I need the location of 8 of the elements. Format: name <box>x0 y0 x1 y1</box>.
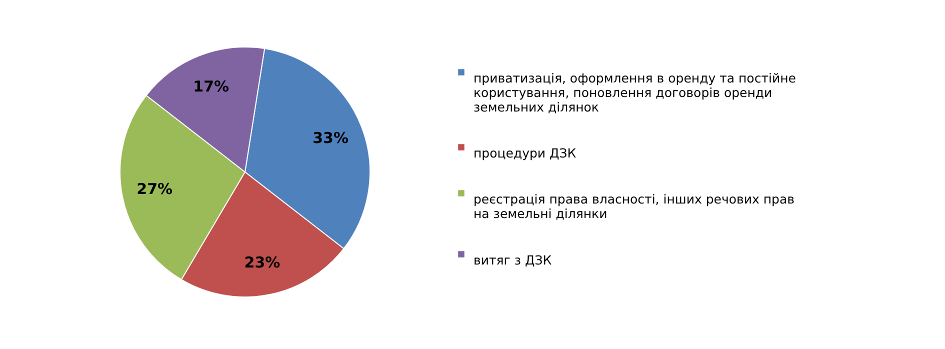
legend-label: витяг з ДЗК <box>474 252 552 268</box>
data-label: 17% <box>193 77 230 96</box>
legend-label: реєстрація права власності, інших речових прав на земельні ділянки <box>474 191 794 221</box>
legend-label: приватизація, оформлення в оренду та постійне користування, поновлення договорів оренди земельних ділянок <box>474 70 796 114</box>
data-label: 33% <box>312 129 348 148</box>
legend-label: процедури ДЗК <box>474 145 576 160</box>
data-label: 27% <box>136 180 173 198</box>
data-label: 23% <box>244 253 280 272</box>
